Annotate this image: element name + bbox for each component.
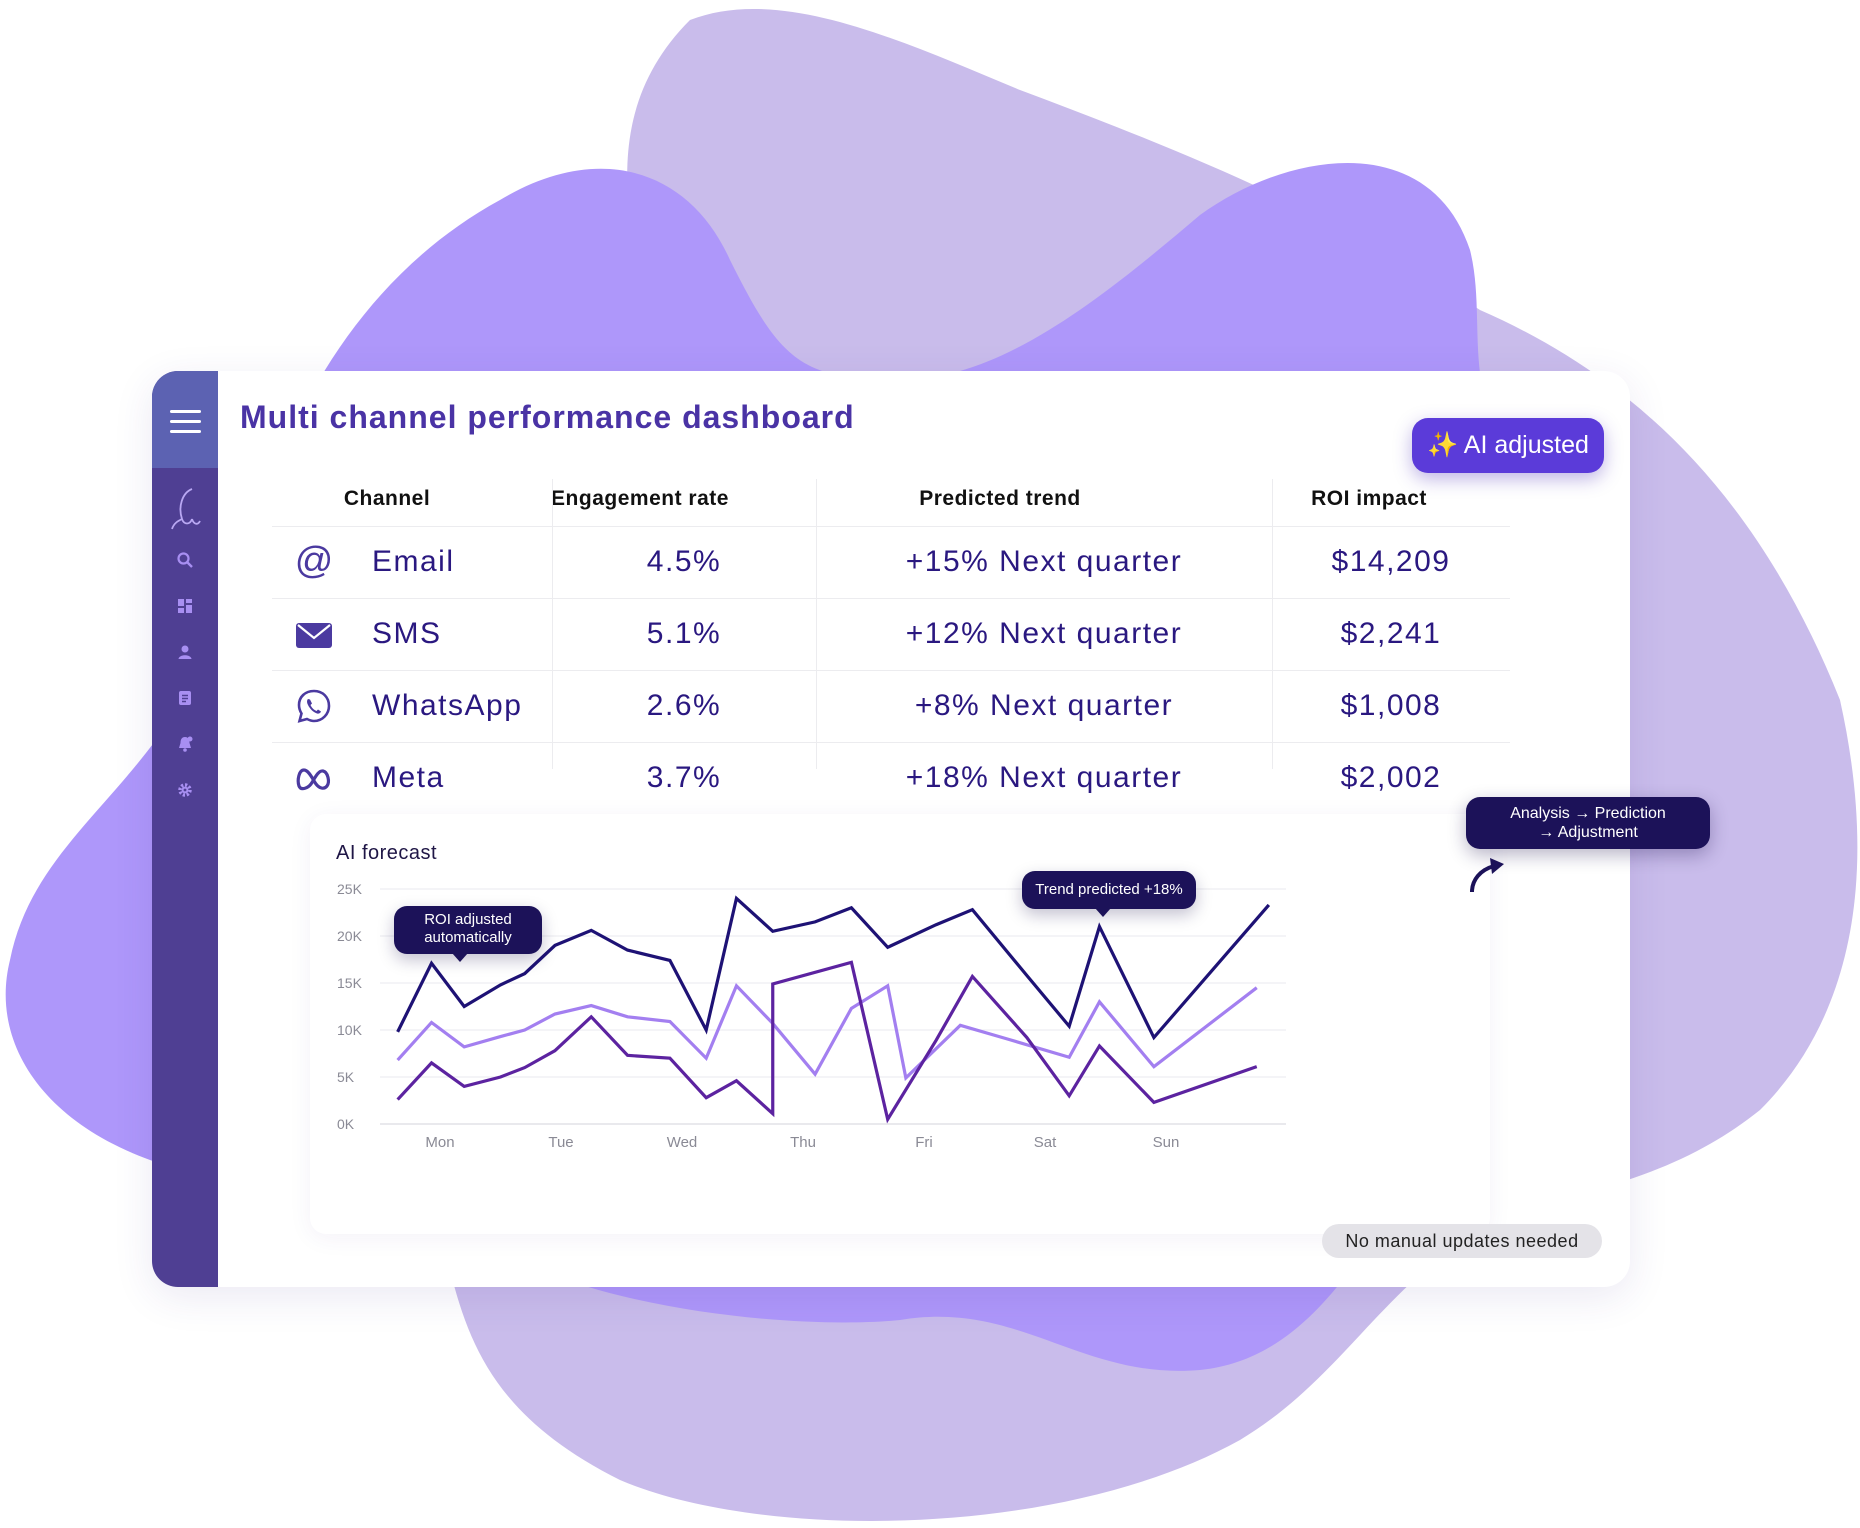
column-header: Engagement rate <box>551 487 729 510</box>
roi-impact: $2,241 <box>1340 617 1442 650</box>
y-tick-label: 10K <box>337 1022 363 1038</box>
document-icon[interactable] <box>176 689 194 707</box>
chart-title: AI forecast <box>336 842 438 864</box>
menu-icon[interactable] <box>170 410 201 433</box>
curved-arrow-icon <box>1470 858 1504 893</box>
forecast-chart-panel: AI forecast 0K 5K 10K 15K 20K 25K Mon Tue Wed Thu… <box>310 814 1490 1234</box>
sidebar <box>152 371 218 1287</box>
notifications-icon[interactable] <box>176 735 194 753</box>
page-title: Multi channel performance dashboard <box>240 399 855 435</box>
y-tick-label: 25K <box>337 881 363 897</box>
roi-impact: $2,002 <box>1340 761 1442 794</box>
y-tick-label: 0K <box>337 1116 355 1132</box>
channel-name: WhatsApp <box>372 689 523 722</box>
roi-impact: $1,008 <box>1340 689 1442 722</box>
sidebar-header <box>152 371 218 468</box>
callout-text: Trend predicted +18% <box>1035 881 1183 898</box>
meta-icon <box>296 768 330 791</box>
table-row[interactable]: Meta 3.7% +18% Next quarter $2,002 <box>272 742 1510 814</box>
channel-name: Email <box>372 545 455 578</box>
dashboard-card: Multi channel performance dashboard Chan… <box>152 371 1630 1287</box>
roi-impact: $14,209 <box>1331 545 1451 578</box>
y-tick-label: 20K <box>337 928 363 944</box>
callout-pointer <box>1095 908 1111 917</box>
x-tick-label: Thu <box>790 1134 816 1151</box>
table-row[interactable]: WhatsApp 2.6% +8% Next quarter $1,008 <box>272 670 1510 742</box>
column-divider <box>1272 479 1273 769</box>
x-tick-label: Tue <box>548 1134 573 1151</box>
dashboard-icon[interactable] <box>176 597 194 615</box>
row-divider <box>272 670 1510 671</box>
x-tick-label: Sun <box>1153 1134 1180 1151</box>
row-divider <box>272 598 1510 599</box>
predicted-trend: +8% Next quarter <box>914 689 1174 722</box>
column-divider <box>816 479 817 769</box>
no-manual-updates-badge: No manual updates needed <box>1322 1224 1602 1258</box>
callout-line: → Adjustment <box>1538 824 1638 841</box>
y-tick-label: 15K <box>337 975 363 991</box>
search-icon[interactable] <box>176 551 194 569</box>
analysis-flow-callout: Analysis → Prediction → Adjustment <box>1466 797 1710 849</box>
x-tick-label: Wed <box>667 1134 698 1151</box>
envelope-icon <box>296 623 332 648</box>
ai-adjusted-badge[interactable]: ✨ AI adjusted <box>1412 418 1604 473</box>
table-row[interactable]: @ Email 4.5% +15% Next quarter $14,209 <box>272 526 1510 598</box>
table-row[interactable]: SMS 5.1% +12% Next quarter $2,241 <box>272 598 1510 670</box>
trend-predicted-callout: Trend predicted +18% <box>1022 871 1196 917</box>
roi-adjusted-callout: ROI adjusted automatically <box>394 906 542 962</box>
series-line-1 <box>396 895 1271 1041</box>
engagement-rate: 5.1% <box>646 617 722 650</box>
x-tick-label: Mon <box>425 1134 454 1151</box>
column-header: Predicted trend <box>919 487 1081 510</box>
user-icon[interactable] <box>176 643 194 661</box>
predicted-trend: +18% Next quarter <box>905 761 1183 794</box>
callout-line: automatically <box>424 929 512 946</box>
engagement-rate: 4.5% <box>646 545 722 578</box>
forecast-chart: 0K 5K 10K 15K 20K 25K Mon Tue Wed Thu Fri Sat Sun <box>337 881 1286 1151</box>
row-divider <box>272 526 1510 527</box>
engagement-rate: 3.7% <box>646 761 722 794</box>
x-tick-label: Sat <box>1034 1134 1057 1151</box>
predicted-trend: +12% Next quarter <box>905 617 1183 650</box>
predicted-trend: +15% Next quarter <box>905 545 1183 578</box>
x-tick-label: Fri <box>915 1134 933 1151</box>
callout-pointer <box>452 953 468 962</box>
column-header: ROI impact <box>1311 487 1427 510</box>
channel-name: Meta <box>372 761 445 794</box>
at-icon: @ <box>295 542 334 582</box>
y-tick-label: 5K <box>337 1069 355 1085</box>
logo-icon[interactable] <box>168 485 202 533</box>
series-line-3 <box>396 960 1258 1124</box>
series-line-2 <box>396 982 1258 1082</box>
whatsapp-icon <box>297 689 331 723</box>
column-header: Channel <box>343 487 431 510</box>
engagement-rate: 2.6% <box>646 689 722 722</box>
callout-line: Analysis → Prediction <box>1510 805 1666 822</box>
row-divider <box>272 742 1510 743</box>
svg-text:@: @ <box>295 542 334 582</box>
callout-line: ROI adjusted <box>424 911 512 928</box>
column-divider <box>552 479 553 769</box>
settings-icon[interactable] <box>176 781 194 799</box>
channel-name: SMS <box>372 617 442 650</box>
